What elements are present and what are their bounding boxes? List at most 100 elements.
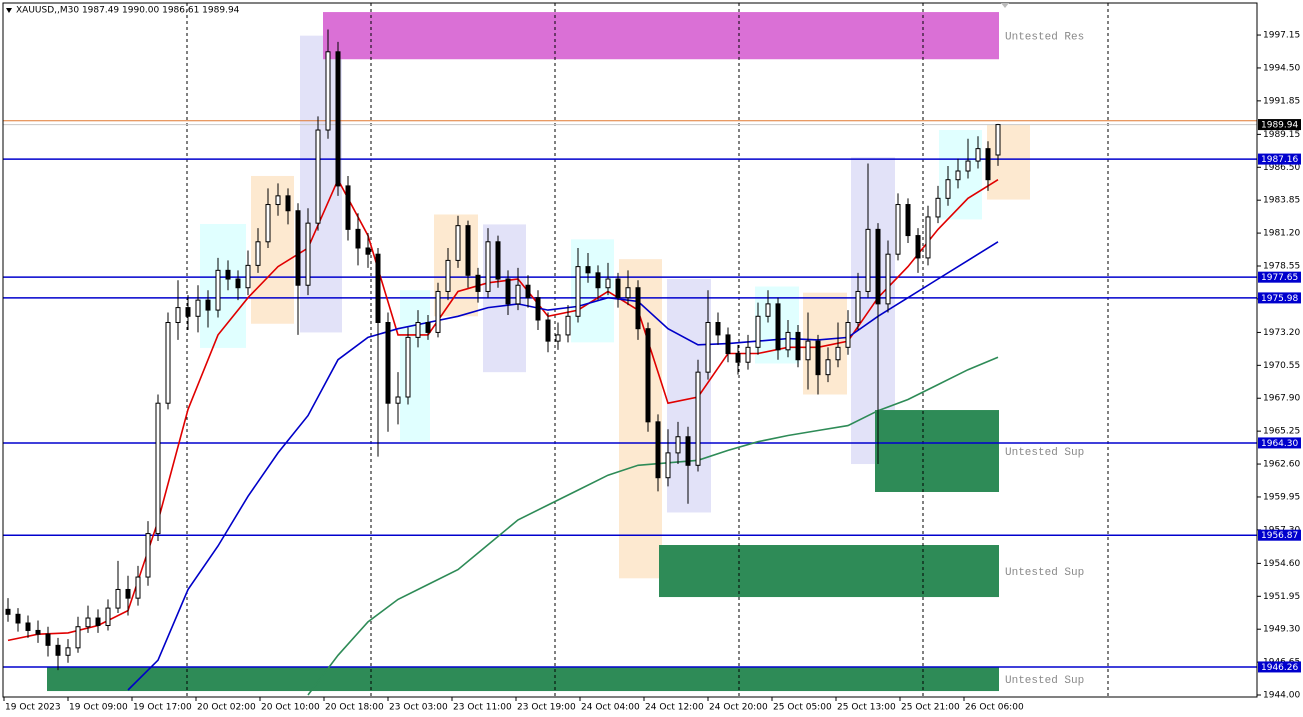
y-tick-label: 1965.25 (1263, 427, 1300, 437)
level-label: 1956.87 (1261, 531, 1298, 541)
x-tick-label: 23 Oct 11:00 (453, 703, 512, 713)
candle-body (215, 269, 221, 311)
candle-body (655, 421, 661, 479)
zone-label: Untested Sup (1005, 447, 1084, 459)
candle-body (695, 371, 701, 466)
candle-body (325, 51, 331, 131)
y-tick-label: 1949.30 (1263, 625, 1300, 635)
level-label: 1946.26 (1261, 663, 1298, 673)
candle-body (645, 328, 651, 423)
candle-body (915, 235, 921, 259)
menu-triangle (6, 8, 12, 13)
y-tick-label: 1962.60 (1263, 460, 1300, 470)
y-tick-label: 1983.85 (1263, 196, 1300, 206)
price-label: 1989.94 (1261, 121, 1298, 131)
candle-body (665, 452, 671, 479)
y-tick-label: 1951.95 (1263, 592, 1300, 602)
candle-body (755, 315, 761, 348)
x-tick-label: 20 Oct 02:00 (197, 703, 256, 713)
candle-body (605, 278, 611, 289)
x-tick-label: 19 Oct 09:00 (69, 703, 128, 713)
candle-body (635, 287, 641, 330)
candle-body (525, 284, 531, 299)
x-tick-label: 19 Oct 2023 (5, 703, 61, 713)
candle-body (625, 287, 631, 299)
level-label-box (1258, 437, 1301, 449)
x-tick-label: 24 Oct 04:00 (581, 703, 640, 713)
candle-body (805, 340, 811, 361)
x-tick-label: 23 Oct 19:00 (517, 703, 576, 713)
level-label-box (1258, 153, 1301, 165)
candle-body (265, 204, 271, 243)
y-tick-label: 1986.50 (1263, 163, 1300, 173)
price-label-box (1258, 119, 1301, 131)
candle-body (925, 216, 931, 259)
candle-body (865, 228, 871, 292)
candle-body (505, 278, 511, 305)
candle-body (485, 241, 491, 292)
candle-body (375, 253, 381, 323)
candle-body (355, 228, 361, 249)
candle-body (995, 124, 1001, 156)
candle-body (385, 321, 391, 404)
candle-body (445, 259, 451, 292)
candle-body (885, 253, 891, 305)
candle-body (895, 204, 901, 255)
moving-average (307, 356, 999, 696)
y-tick-label: 1981.20 (1263, 229, 1300, 239)
candle-body (465, 225, 471, 276)
candle-body (195, 299, 201, 317)
candle-body (435, 290, 441, 333)
candle-body (685, 436, 691, 466)
y-tick-label: 1997.15 (1263, 31, 1300, 41)
candle-body (225, 269, 231, 280)
candle-body (175, 307, 181, 323)
candle-body (345, 185, 351, 230)
candle-body (165, 321, 171, 404)
x-tick-label: 24 Oct 12:00 (645, 703, 704, 713)
level-label-box (1258, 292, 1301, 304)
candle-body (725, 334, 731, 355)
sr-zone (659, 545, 999, 598)
x-tick-label: 25 Oct 21:00 (901, 703, 960, 713)
candle-body (75, 626, 81, 649)
candle-body (745, 346, 751, 363)
candle-body (545, 319, 551, 342)
axis-layer: Untested Res Untested Sup Untested Sup Unte… (3, 31, 1301, 713)
candle-body (555, 334, 561, 342)
candle-body (985, 148, 991, 181)
candle-body (815, 340, 821, 376)
main-layer (3, 29, 1257, 696)
y-tick-label: 1978.55 (1263, 261, 1300, 271)
y-tick-label: 1970.55 (1263, 361, 1300, 371)
session-box (987, 125, 1030, 200)
candle-body (565, 315, 571, 336)
candle-body (115, 588, 121, 609)
moving-average (127, 241, 999, 691)
moving-average (7, 177, 999, 642)
candle-body (395, 396, 401, 404)
level-label: 1977.65 (1261, 273, 1298, 283)
candle-body (125, 588, 131, 599)
candle-body (975, 148, 981, 162)
candle-body (585, 266, 591, 274)
candle-body (595, 272, 601, 289)
y-tick-label: 1991.85 (1263, 96, 1300, 106)
candle-body (495, 241, 501, 280)
candle-body (615, 278, 621, 299)
candle-body (35, 629, 41, 635)
candle-body (905, 204, 911, 237)
x-tick-label: 20 Oct 10:00 (261, 703, 320, 713)
zone-label: Untested Sup (1005, 567, 1084, 579)
chart-title: XAUUSD,,M30 1987.49 1990.00 1986.61 1989… (16, 6, 240, 16)
level-label: 1987.16 (1261, 155, 1298, 165)
candle-body (765, 303, 771, 317)
zone-label: Untested Sup (1005, 675, 1084, 687)
candle-body (205, 299, 211, 311)
y-tick-label: 1959.95 (1263, 492, 1300, 502)
candle-body (785, 331, 791, 351)
candle-body (845, 321, 851, 348)
candle-body (835, 346, 841, 361)
y-tick-label: 1973.20 (1263, 328, 1300, 338)
y-tick-label: 1994.50 (1263, 63, 1300, 73)
